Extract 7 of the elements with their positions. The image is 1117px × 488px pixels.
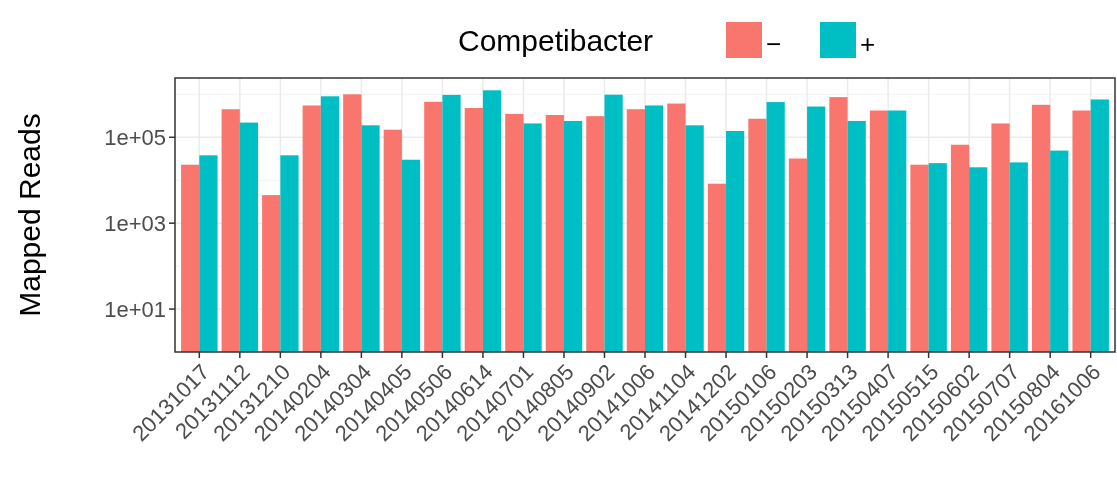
legend-label: − [766, 29, 782, 60]
legend-label: + [860, 29, 876, 60]
y-tick-label: 1e+03 [104, 210, 166, 236]
y-tick-label: 1e+05 [104, 124, 166, 150]
legend-title: Competibacter [458, 23, 654, 57]
y-axis-title: Mapped Reads [13, 113, 46, 317]
y-tick-label: 1e+01 [104, 296, 166, 322]
